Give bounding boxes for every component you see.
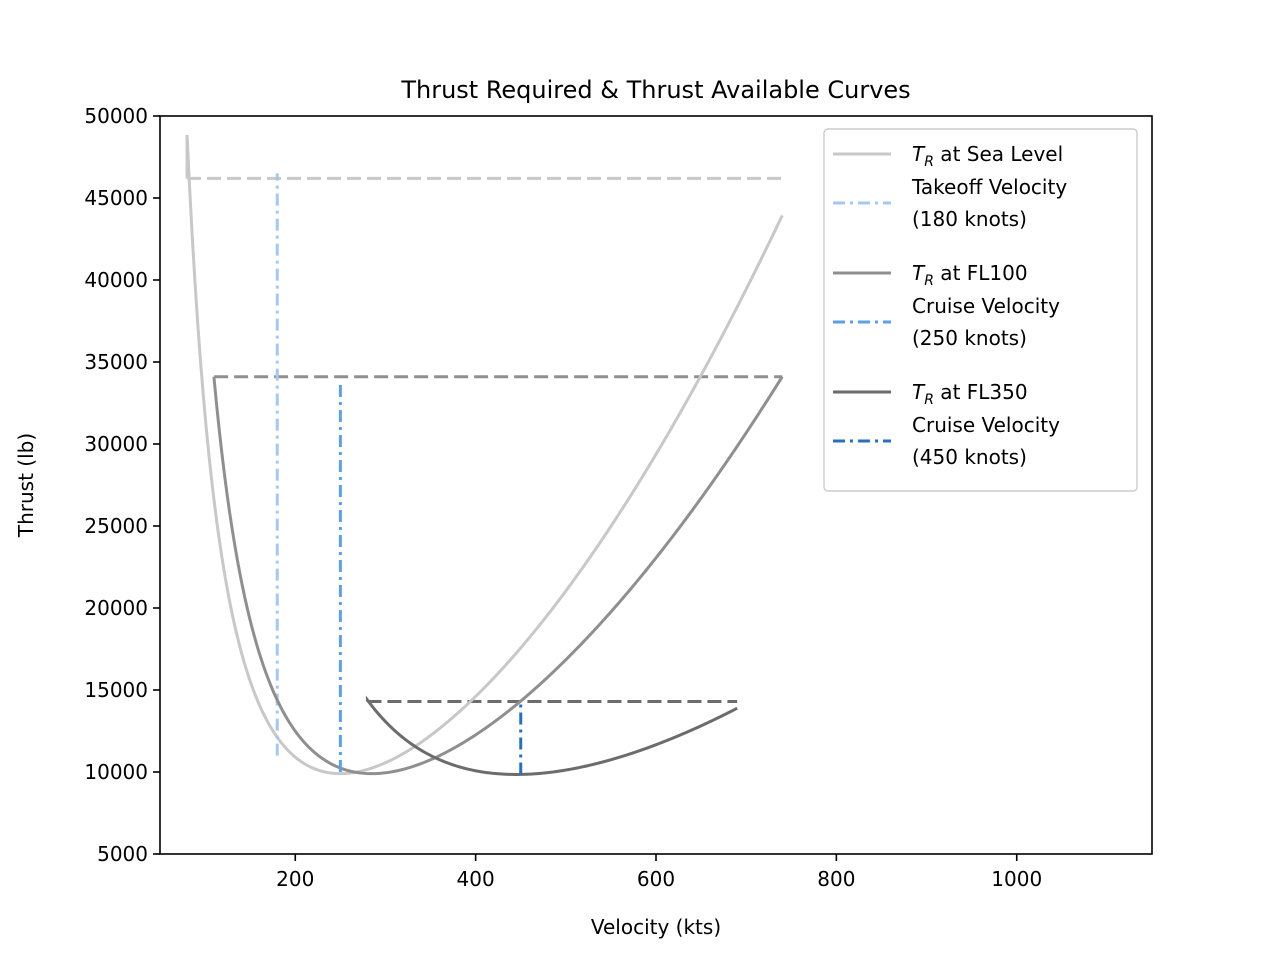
y-tick-label-10: 50000 <box>84 104 148 128</box>
legend-box <box>823 128 1138 492</box>
x-axis: 200 400 600 800 1000 <box>276 854 1042 891</box>
y-tick-label-9: 45000 <box>84 186 148 210</box>
series-line-3 <box>212 375 784 776</box>
legend-label-6-line-1: Cruise Velocity <box>912 413 1060 437</box>
legend-label-5: TR at FL350 <box>912 380 1028 408</box>
x-tick-label-5: 1000 <box>991 867 1042 891</box>
x-tick-label-4: 800 <box>817 867 855 891</box>
y-tick-label-6: 30000 <box>84 432 148 456</box>
y-tick-label-1: 5000 <box>97 842 148 866</box>
y-tick-label-3: 15000 <box>84 678 148 702</box>
y-tick-label-7: 35000 <box>84 350 148 374</box>
legend-label-2-line-1: Takeoff Velocity <box>911 175 1067 199</box>
chart-title: Thrust Required & Thrust Available Curve… <box>400 76 910 104</box>
x-tick-label-2: 400 <box>457 867 495 891</box>
series-line-5 <box>365 695 738 776</box>
y-tick-label-4: 20000 <box>84 596 148 620</box>
x-axis-title: Velocity (kts) <box>591 915 721 939</box>
legend-label-1: TR at Sea Level <box>912 142 1063 170</box>
y-tick-label-8: 40000 <box>84 268 148 292</box>
y-axis-title: Thrust (lb) <box>14 433 38 538</box>
plot-marks <box>185 134 784 776</box>
x-tick-label-3: 600 <box>637 867 675 891</box>
legend-label-4-line-1: Cruise Velocity <box>912 294 1060 318</box>
legend: TR at Sea Level Takeoff Velocity (180 knot… <box>823 128 1138 492</box>
y-tick-label-2: 10000 <box>84 760 148 784</box>
y-tick-label-5: 25000 <box>84 514 148 538</box>
y-axis: 5000 10000 15000 20000 25000 30000 35000 40000 4… <box>84 104 160 866</box>
legend-label-4-line-2: (250 knots) <box>912 326 1027 350</box>
legend-label-2-line-2: (180 knots) <box>912 207 1027 231</box>
legend-label-3: TR at FL100 <box>912 261 1028 289</box>
series-line-1 <box>185 134 784 776</box>
legend-label-6-line-2: (450 knots) <box>912 445 1027 469</box>
x-tick-label-1: 200 <box>276 867 314 891</box>
